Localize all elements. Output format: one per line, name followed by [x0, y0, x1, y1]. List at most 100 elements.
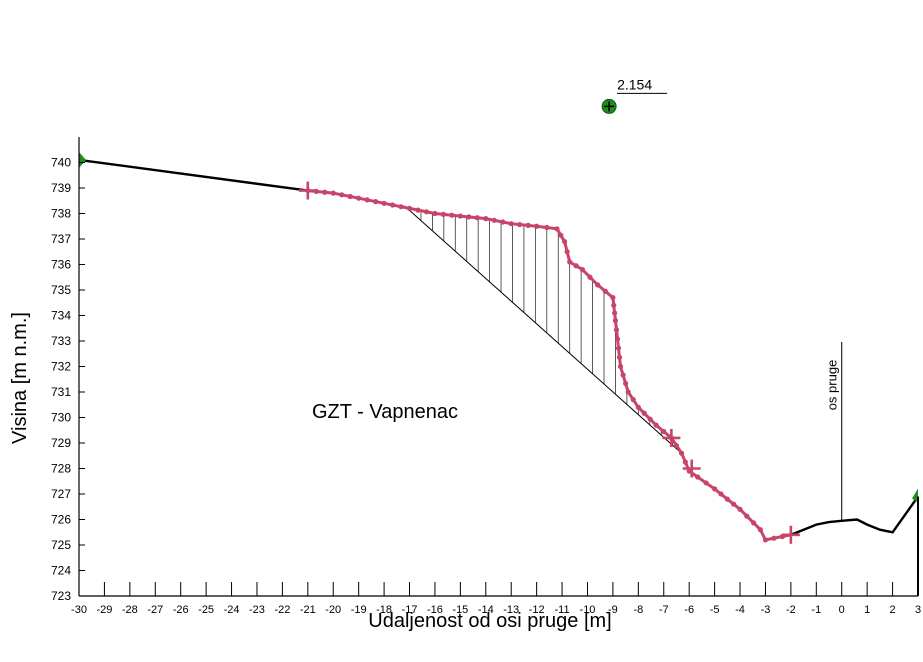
profile-point	[339, 192, 345, 198]
profile-point	[554, 226, 560, 232]
profile-point	[718, 491, 724, 497]
x-tick-label: -11	[555, 604, 570, 616]
y-tick-label: 723	[51, 589, 71, 603]
x-tick-label: -23	[249, 604, 265, 616]
profile-point	[567, 259, 573, 265]
profile-point	[474, 215, 480, 221]
y-tick-label: 729	[51, 436, 71, 450]
profile-point	[611, 302, 617, 308]
profile-point	[653, 422, 659, 428]
right-end-marker	[912, 488, 918, 503]
profile-point	[612, 318, 619, 324]
profile-point	[500, 219, 506, 225]
y-tick-label: 737	[51, 232, 71, 246]
x-tick-label: -16	[427, 604, 443, 616]
profile-point	[750, 520, 757, 526]
x-tick-label: -21	[300, 604, 316, 616]
profile-point	[617, 363, 624, 370]
x-tick-label: -1	[811, 604, 821, 616]
profile-point	[432, 210, 438, 217]
x-tick-label: -27	[147, 604, 163, 616]
y-axis-label: Visina [m n.m.]	[9, 312, 31, 444]
profile-point	[579, 267, 586, 273]
profile-point	[724, 496, 730, 502]
profile-point	[466, 214, 472, 220]
profile-point	[491, 217, 497, 223]
x-tick-label: -24	[224, 604, 240, 616]
profile-point	[389, 202, 396, 208]
profile-point	[703, 480, 709, 486]
profile-point	[534, 223, 540, 229]
x-tick-label: -25	[198, 604, 214, 616]
profile-point	[712, 486, 718, 492]
profile-point	[562, 238, 568, 245]
x-tick-label: -14	[478, 604, 494, 616]
profile-point	[612, 310, 618, 316]
profile-point	[757, 527, 763, 533]
point-value-label: 2.154	[617, 76, 652, 92]
profile-point	[449, 212, 455, 218]
profile-point	[771, 535, 777, 541]
profile-point	[508, 221, 514, 227]
y-tick-label: 727	[51, 487, 71, 501]
profile-point	[682, 459, 688, 465]
profile-point	[762, 537, 769, 543]
profile-point	[415, 207, 421, 213]
series-layer	[78, 158, 919, 543]
terrain-line	[78, 158, 919, 542]
x-tick-label: -4	[735, 604, 745, 616]
profile-point	[623, 380, 629, 387]
x-tick-label: -26	[173, 604, 189, 616]
y-tick-label: 726	[51, 513, 71, 527]
profile-point	[602, 288, 608, 294]
axes: -30 -29 -28 -27 -26 -25 -24 -23 -22 -21 -20 -19 -18-…	[51, 137, 921, 616]
profile-point	[647, 416, 653, 422]
x-tick-label: 2	[890, 604, 896, 616]
x-tick-label: 1	[864, 604, 870, 616]
y-tick-label: 730	[51, 411, 71, 425]
profile-point	[573, 263, 579, 269]
os-pruge-label: os pruge	[825, 360, 840, 411]
profile-point	[457, 213, 463, 219]
profile-point	[635, 404, 641, 410]
y-tick-label: 740	[51, 156, 71, 170]
profile-point	[373, 199, 379, 205]
profile-line	[307, 189, 792, 542]
y-tick-label: 739	[51, 181, 71, 195]
x-tick-label: -17	[402, 604, 418, 616]
x-tick-label: -20	[325, 604, 341, 616]
profile-point	[613, 327, 620, 333]
x-tick-label: -30	[71, 604, 87, 616]
x-tick-label: -3	[761, 604, 771, 616]
profile-point	[364, 197, 370, 203]
x-tick-label: -7	[659, 604, 669, 616]
x-tick-label: -10	[580, 604, 596, 616]
x-tick-label: -12	[529, 604, 545, 616]
x-tick-label: -6	[684, 604, 694, 616]
x-tick-label: -2	[786, 604, 796, 616]
x-tick-label: -13	[503, 604, 519, 616]
x-tick-label: -15	[452, 604, 468, 616]
marker-layer	[79, 92, 918, 544]
y-tick-label: 735	[51, 283, 71, 297]
profile-point	[558, 232, 564, 238]
profile-point	[731, 501, 737, 507]
profile-point	[381, 200, 387, 206]
y-tick-label: 734	[51, 309, 71, 323]
profile-point	[517, 221, 523, 228]
x-axis-label: Udaljenost od osi pruge [m]	[368, 610, 611, 632]
profile-point	[678, 450, 685, 456]
x-tick-label: -22	[274, 604, 290, 616]
profile-point	[587, 274, 593, 280]
profile-point	[630, 397, 636, 403]
x-tick-label: -19	[351, 604, 367, 616]
profile-point	[544, 224, 550, 231]
profile-point	[641, 410, 647, 416]
profile-point	[322, 189, 328, 195]
x-tick-label: -8	[633, 604, 643, 616]
profile-point	[525, 222, 531, 228]
profile-point	[737, 506, 743, 512]
x-tick-label: 0	[839, 604, 845, 616]
profile-point	[610, 295, 616, 301]
